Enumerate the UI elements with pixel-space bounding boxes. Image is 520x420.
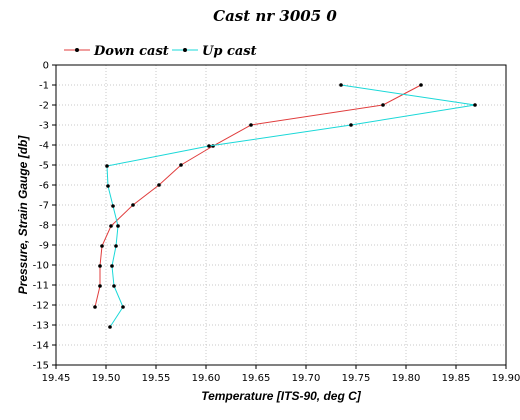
y-tick-label: -11 — [33, 281, 49, 292]
x-tick-label: 19.50 — [92, 373, 121, 384]
y-tick-label: -14 — [33, 341, 49, 352]
data-point-up-cast — [473, 103, 477, 107]
legend-label-up-cast: Up cast — [202, 44, 257, 59]
series-line-down-cast — [94, 84, 422, 308]
data-point-up-cast — [114, 244, 118, 248]
data-point-down-cast — [131, 203, 135, 207]
y-tick-label: -3 — [39, 121, 49, 132]
series-down-cast — [93, 83, 423, 309]
x-tick-label: 19.80 — [392, 373, 421, 384]
y-tick-label: -9 — [39, 241, 49, 252]
x-tick-label: 19.90 — [492, 373, 520, 384]
plot-frame — [55, 64, 507, 366]
data-point-down-cast — [179, 163, 183, 167]
data-point-up-cast — [105, 164, 109, 168]
data-point-up-cast — [108, 325, 112, 329]
y-tick-label: -4 — [39, 141, 49, 152]
x-tick-label: 19.55 — [142, 373, 171, 384]
x-axis-title: Temperature [ITS-90, deg C] — [201, 389, 362, 403]
data-point-up-cast — [116, 224, 120, 228]
x-tick-label: 19.75 — [342, 373, 371, 384]
data-point-down-cast — [100, 244, 104, 248]
y-tick-label: -12 — [33, 301, 49, 312]
data-point-up-cast — [112, 284, 116, 288]
y-tick-label: -2 — [39, 101, 49, 112]
series-up-cast — [105, 83, 477, 329]
y-tick-label: -7 — [39, 201, 49, 212]
data-point-up-cast — [339, 83, 343, 87]
y-tick-label: -13 — [33, 321, 49, 332]
data-point-up-cast — [106, 184, 110, 188]
y-tick-label: -15 — [33, 361, 49, 372]
data-point-down-cast — [381, 103, 385, 107]
grid — [55, 64, 507, 366]
data-point-down-cast — [98, 264, 102, 268]
data-point-down-cast — [249, 123, 253, 127]
x-tick-label: 19.45 — [42, 373, 71, 384]
data-point-down-cast — [157, 183, 161, 187]
data-point-down-cast — [419, 83, 423, 87]
y-tick-label: -5 — [39, 161, 49, 172]
x-tick-label: 19.70 — [292, 373, 321, 384]
y-tick-label: -1 — [39, 81, 49, 92]
y-tick-label: 0 — [43, 61, 49, 72]
y-axis-ticks: 0 -1 -2 -3 -4 -5 -6 -7 -8 -9 -10 -11 -12 -13 -14 -15 — [33, 61, 56, 372]
data-point-down-cast — [98, 284, 102, 288]
data-point-up-cast — [349, 123, 353, 127]
data-point-down-cast — [93, 305, 97, 309]
y-axis-title: Pressure, Strain Gauge [db] — [16, 135, 30, 295]
x-axis-ticks: 19.45 19.50 19.55 19.60 19.65 19.70 19.75 19.80… — [42, 365, 520, 384]
legend-label-down-cast: Down cast — [93, 44, 169, 59]
x-tick-label: 19.85 — [442, 373, 471, 384]
y-tick-label: -10 — [33, 261, 49, 272]
data-point-up-cast — [111, 204, 115, 208]
legend-marker-up-cast — [183, 48, 187, 52]
legend-item-up-cast: Up cast — [172, 44, 257, 59]
y-tick-label: -8 — [39, 221, 49, 232]
data-point-up-cast — [121, 305, 125, 309]
legend-item-down-cast: Down cast — [64, 44, 169, 59]
series-line-up-cast — [106, 84, 476, 328]
data-point-down-cast — [109, 224, 113, 228]
legend: Down cast Up cast — [64, 44, 257, 59]
legend-marker-down-cast — [75, 48, 79, 52]
x-tick-label: 19.65 — [242, 373, 271, 384]
y-tick-label: -6 — [39, 181, 49, 192]
x-tick-label: 19.60 — [192, 373, 221, 384]
data-point-up-cast — [207, 144, 211, 148]
data-point-up-cast — [110, 264, 114, 268]
series-layer — [93, 83, 477, 329]
chart-title: Cast nr 3005 0 — [213, 7, 337, 25]
